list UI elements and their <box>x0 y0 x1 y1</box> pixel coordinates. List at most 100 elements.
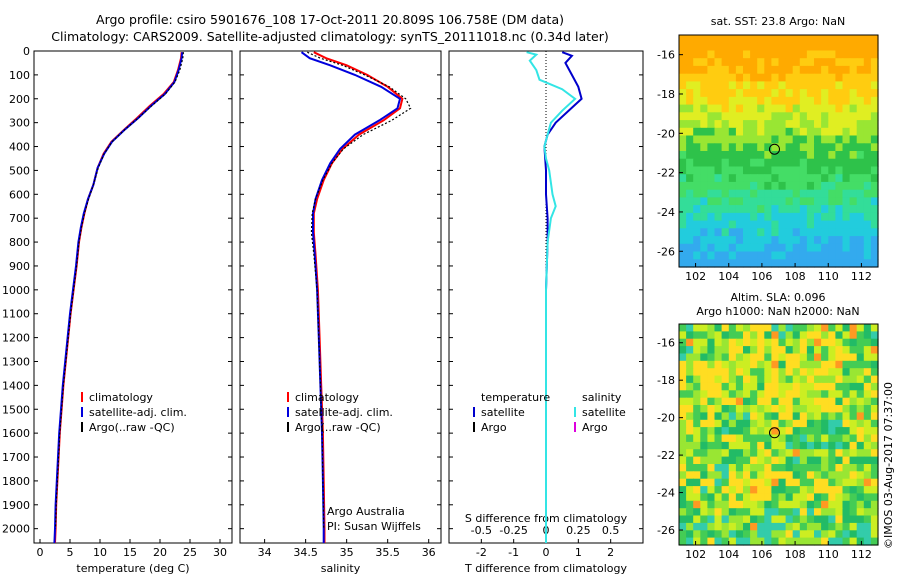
map-cell <box>743 508 751 517</box>
map-cell <box>870 151 879 160</box>
map-cell <box>821 259 829 268</box>
map-cell <box>721 243 730 253</box>
map-cell <box>735 81 744 90</box>
map-cell <box>750 65 758 75</box>
map-cell <box>757 331 765 340</box>
map-cell <box>842 522 851 531</box>
map-cell <box>792 143 801 152</box>
map-cell <box>750 515 758 524</box>
map-cell <box>863 259 872 268</box>
map-cell <box>735 456 744 465</box>
map-cell <box>679 449 687 458</box>
sst-map-frame <box>678 34 879 268</box>
map-cell <box>835 259 844 268</box>
map-cell <box>856 135 865 144</box>
map-cell <box>714 158 723 167</box>
map-cell <box>849 427 858 436</box>
map-cell <box>785 197 794 206</box>
depth-tick-label: 0 <box>23 45 30 58</box>
map-cell <box>856 228 865 237</box>
map-cell <box>856 522 865 531</box>
map-cell <box>842 478 851 487</box>
map-cell <box>771 236 780 245</box>
map-cell <box>806 515 815 524</box>
map-cell <box>743 174 751 183</box>
map-cell <box>842 353 851 362</box>
map-cell <box>785 346 794 355</box>
map-cell <box>842 166 851 175</box>
map-cell <box>870 537 879 546</box>
map-cell <box>778 375 787 384</box>
map-cell <box>735 212 744 222</box>
map-cell <box>785 212 794 222</box>
map-cell <box>778 537 787 546</box>
map-cell <box>778 522 787 531</box>
map-cell <box>721 166 730 175</box>
sst-lon-tick-label: 106 <box>751 270 772 283</box>
map-cell <box>828 35 836 44</box>
map-cell <box>728 42 737 51</box>
map-cell <box>849 112 858 121</box>
map-cell <box>728 441 737 450</box>
map-cell <box>870 412 879 421</box>
map-cell <box>849 382 858 391</box>
map-cell <box>821 120 829 129</box>
map-cell <box>686 143 694 152</box>
map-cell <box>700 220 708 229</box>
map-cell <box>750 181 758 191</box>
map-cell <box>835 331 844 340</box>
map-cell <box>799 228 808 237</box>
map-cell <box>870 236 879 245</box>
map-cell <box>764 419 772 428</box>
map-cell <box>799 530 808 539</box>
map-cell <box>792 50 801 59</box>
map-cell <box>700 104 708 113</box>
map-cell <box>799 35 808 44</box>
map-cell <box>785 166 794 175</box>
map-cell <box>856 58 865 67</box>
map-cell <box>799 143 808 152</box>
map-cell <box>828 228 836 237</box>
map-cell <box>870 456 879 465</box>
map-cell <box>828 530 836 539</box>
difference-xtick-label: 0 <box>543 546 550 559</box>
map-cell <box>863 197 872 206</box>
map-cell <box>728 419 737 428</box>
difference-series-1 <box>526 51 577 543</box>
map-cell <box>714 441 723 450</box>
map-cell <box>835 360 844 369</box>
map-cell <box>686 530 694 539</box>
map-cell <box>771 375 780 384</box>
map-cell <box>750 464 758 472</box>
depth-tick-label: 1600 <box>2 427 30 440</box>
map-cell <box>750 127 758 137</box>
map-cell <box>806 127 815 137</box>
salinity-xtick-label: 34 <box>258 546 272 559</box>
map-cell <box>693 508 701 517</box>
map-cell <box>849 174 858 183</box>
map-cell <box>849 456 858 465</box>
map-cell <box>821 471 829 480</box>
map-cell <box>821 353 829 362</box>
map-cell <box>714 456 723 465</box>
map-cell <box>764 537 772 546</box>
map-cell <box>728 353 737 362</box>
map-cell <box>721 251 730 260</box>
map-cell <box>806 419 815 428</box>
map-cell <box>778 331 787 340</box>
map-cell <box>771 112 780 121</box>
map-cell <box>693 331 701 340</box>
map-cell <box>799 174 808 183</box>
map-cell <box>764 104 772 113</box>
map-cell <box>821 412 829 421</box>
map-cell <box>771 158 780 167</box>
map-cell <box>679 500 687 509</box>
map-cell <box>835 228 844 237</box>
map-cell <box>735 464 744 472</box>
map-cell <box>707 441 716 450</box>
map-cell <box>735 419 744 428</box>
map-cell <box>835 375 844 384</box>
map-cell <box>743 338 751 347</box>
map-cell <box>728 212 737 222</box>
map-cell <box>849 58 858 67</box>
